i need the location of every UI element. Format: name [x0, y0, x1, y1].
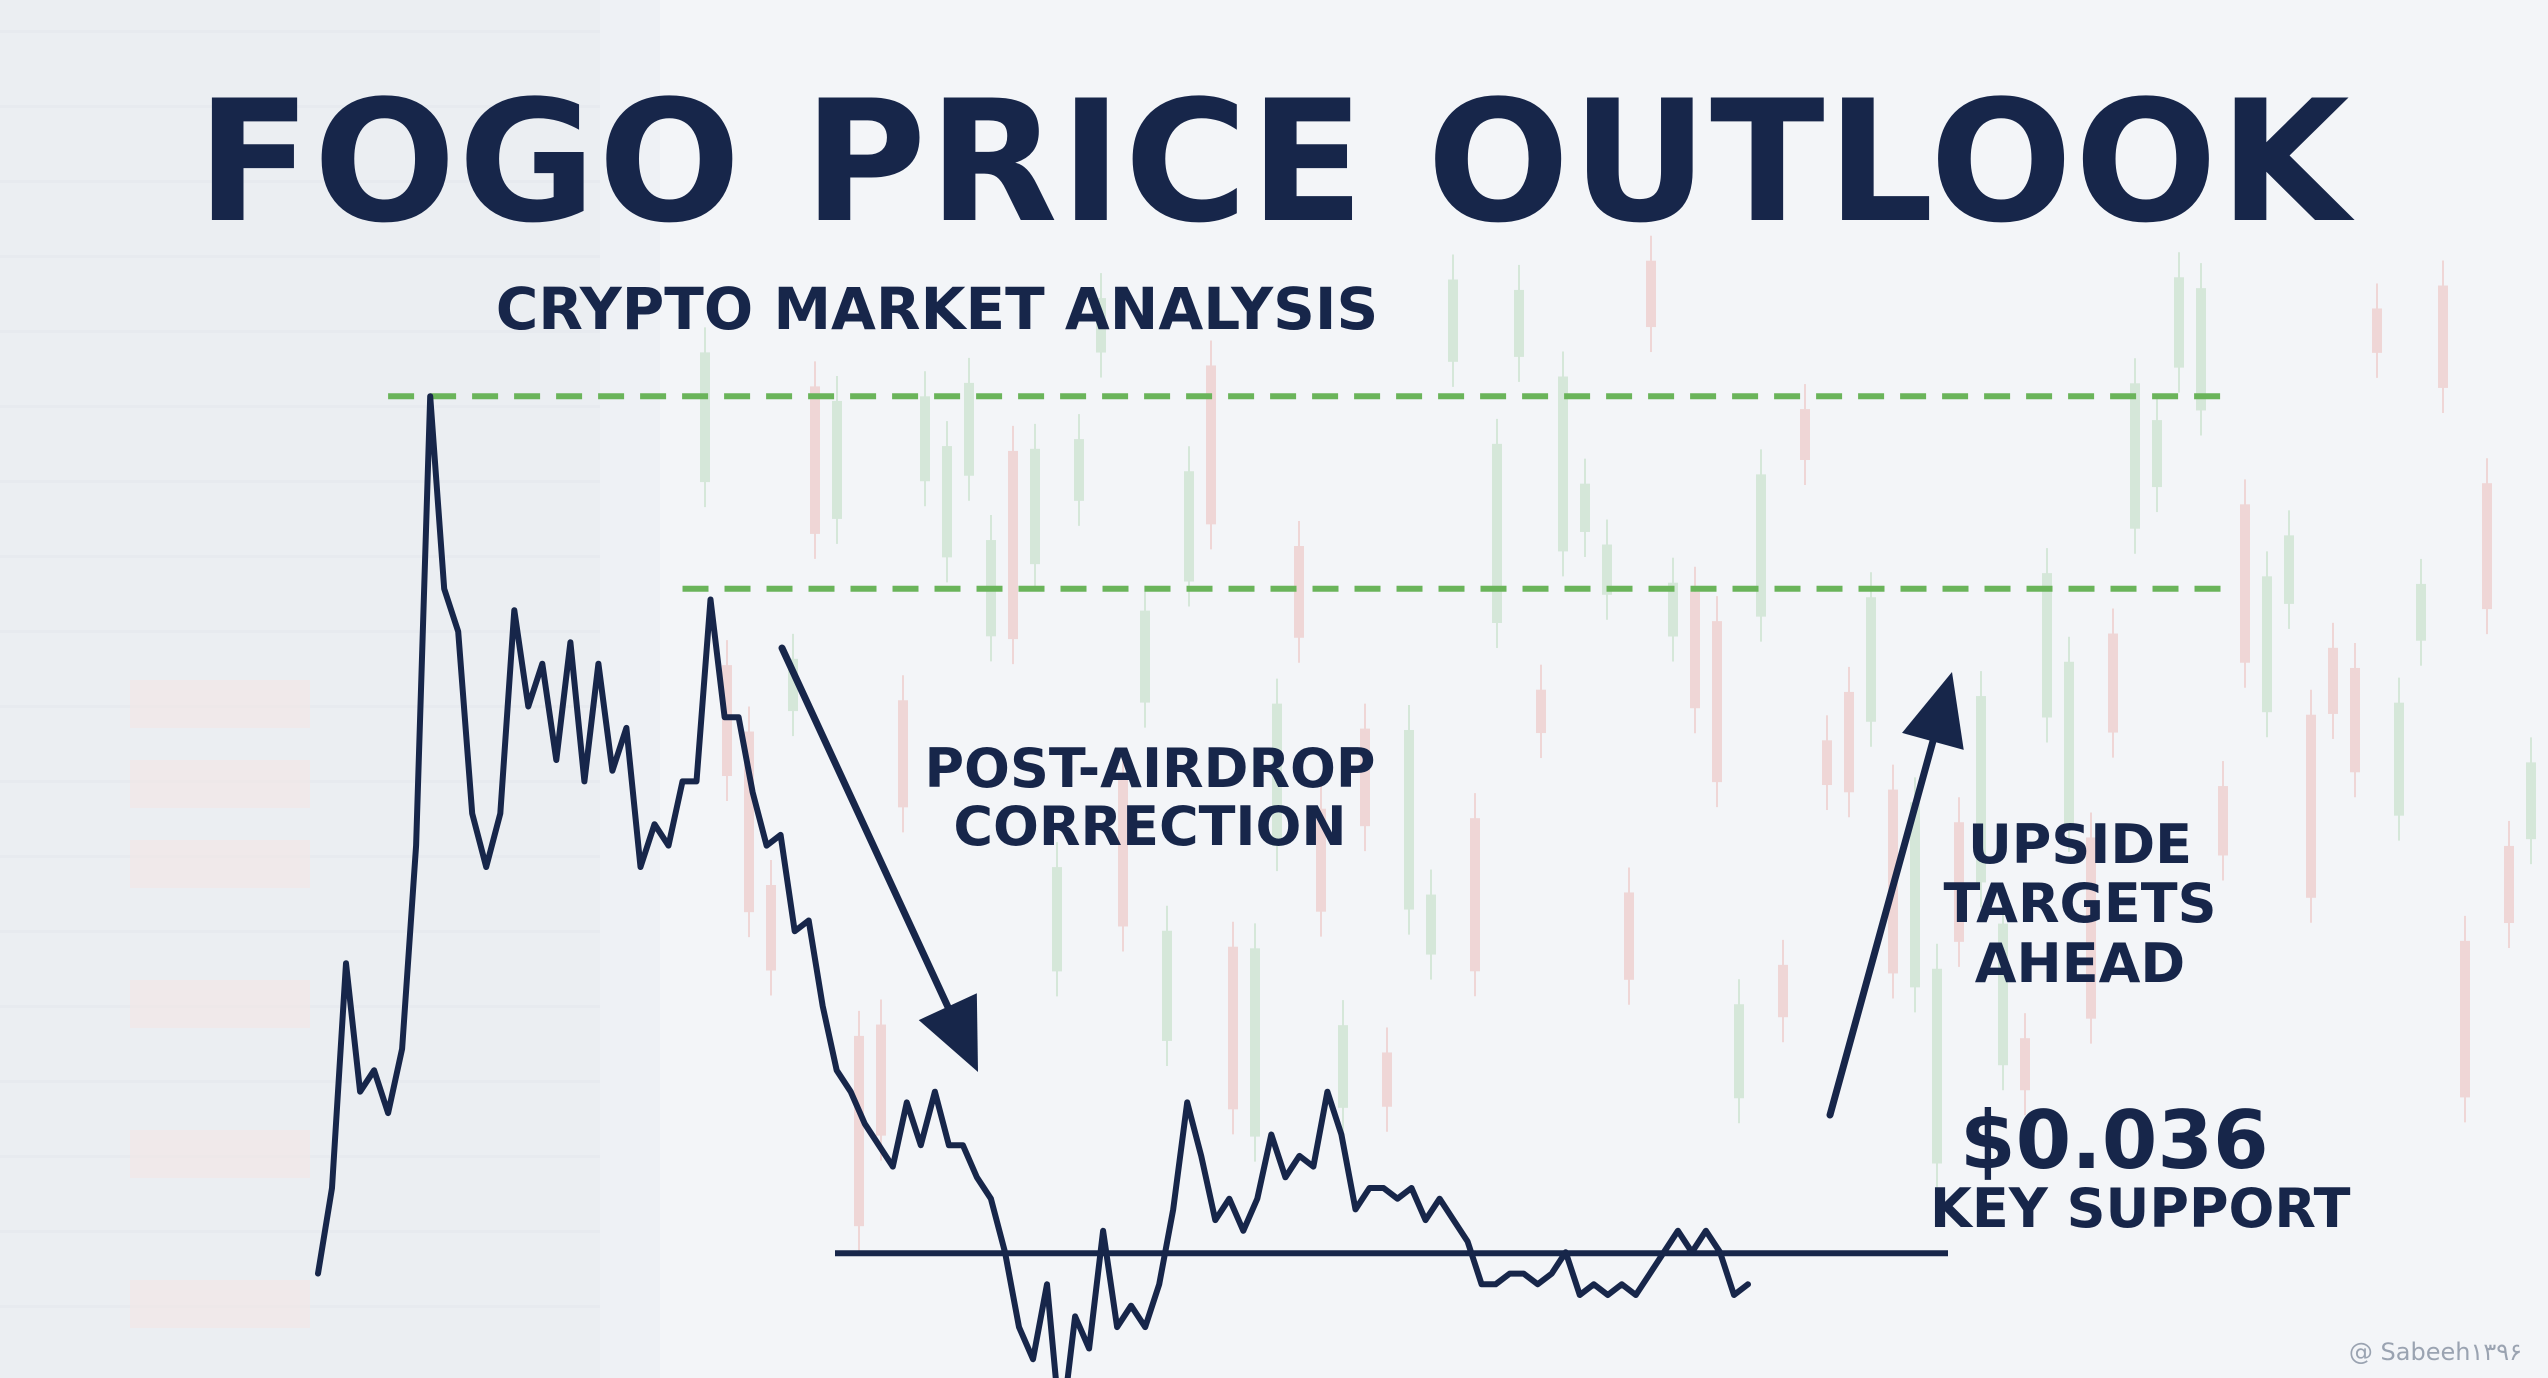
upside-line-3: AHEAD — [1974, 931, 2186, 995]
arrow-head — [1902, 672, 1964, 750]
arrow-shaft — [1826, 737, 1937, 1119]
trend-arrows — [778, 644, 1964, 1119]
arrow-head — [918, 993, 978, 1072]
upside-arrow — [1826, 672, 1964, 1119]
price-line — [315, 393, 1751, 1378]
correction-annotation: POST-AIRDROP CORRECTION — [800, 737, 1500, 859]
arrow-shaft — [778, 644, 952, 1011]
price-series — [315, 393, 1751, 1378]
support-text-label: KEY SUPPORT — [1930, 1177, 2351, 1240]
upside-line-1: UPSIDE — [1967, 813, 2193, 876]
page-subtitle: CRYPTO MARKET ANALYSIS — [495, 275, 1379, 343]
correction-line-2: CORRECTION — [953, 795, 1347, 859]
correction-arrow — [778, 644, 978, 1072]
upside-annotation: UPSIDE TARGETS AHEAD — [1830, 813, 2330, 995]
support-price-label: $0.036 — [1960, 1094, 2269, 1187]
correction-line-1: POST-AIRDROP — [924, 737, 1376, 800]
upside-line-2: TARGETS — [1943, 872, 2217, 936]
watermark: @ Sabeeh۱۳۹۶ — [2348, 1338, 2522, 1366]
target-lines — [388, 393, 2225, 592]
page-title: FOGO PRICE OUTLOOK — [196, 64, 2352, 260]
